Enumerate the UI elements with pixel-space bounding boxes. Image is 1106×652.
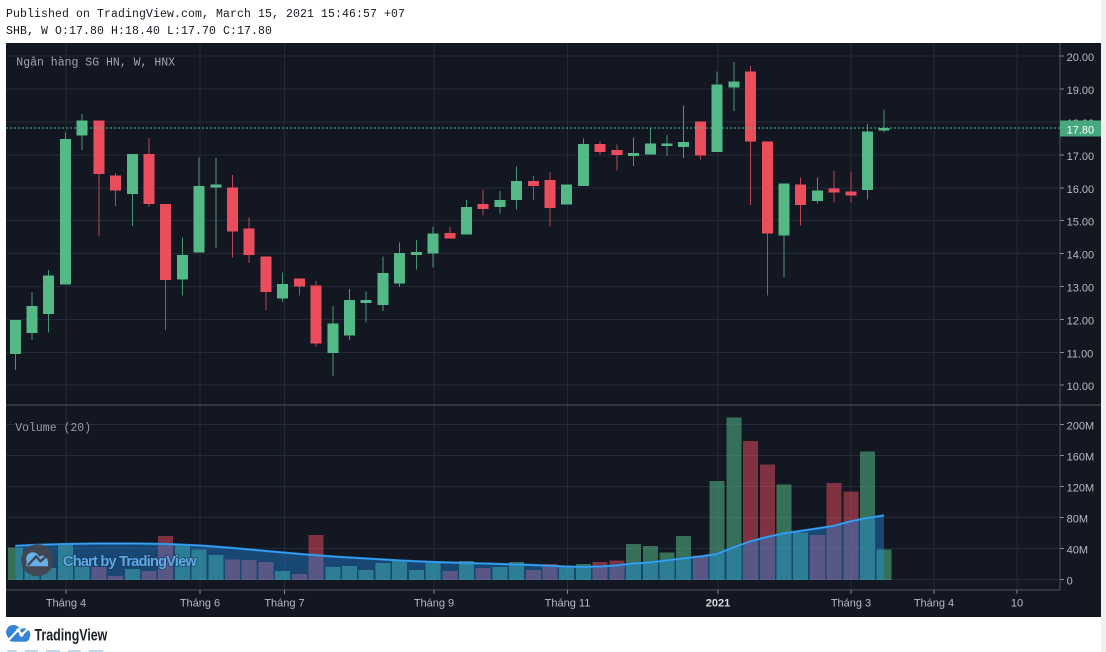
svg-text:0: 0 (1067, 575, 1073, 587)
svg-text:15.00: 15.00 (1067, 217, 1095, 229)
svg-text:Tháng 9: Tháng 9 (414, 597, 454, 609)
svg-text:13.00: 13.00 (1067, 283, 1095, 295)
svg-text:17.00: 17.00 (1067, 151, 1095, 163)
svg-text:80M: 80M (1067, 513, 1088, 525)
svg-text:12.00: 12.00 (1067, 315, 1095, 327)
svg-text:TradingView: TradingView (35, 627, 108, 645)
svg-text:Chart by TradingView: Chart by TradingView (63, 554, 197, 570)
svg-text:200M: 200M (1067, 420, 1095, 432)
svg-text:14.00: 14.00 (1067, 250, 1095, 262)
svg-text:Ngân hàng SG HN, W, HNX: Ngân hàng SG HN, W, HNX (16, 57, 175, 70)
svg-text:Tháng 7: Tháng 7 (264, 597, 304, 609)
svg-text:160M: 160M (1067, 451, 1095, 463)
svg-text:40M: 40M (1067, 544, 1088, 556)
svg-text:Tháng 4: Tháng 4 (46, 597, 86, 609)
svg-text:10: 10 (1011, 597, 1023, 609)
svg-text:17.80: 17.80 (1067, 124, 1095, 136)
svg-text:10.00: 10.00 (1067, 381, 1095, 393)
svg-text:19.00: 19.00 (1067, 85, 1095, 97)
svg-text:Tháng 6: Tháng 6 (180, 597, 220, 609)
svg-text:Tháng 11: Tháng 11 (545, 597, 591, 609)
svg-text:20.00: 20.00 (1067, 52, 1095, 64)
svg-text:Volume (20): Volume (20) (15, 422, 91, 435)
svg-text:120M: 120M (1067, 482, 1095, 494)
svg-text:2021: 2021 (706, 597, 730, 609)
svg-text:11.00: 11.00 (1067, 348, 1094, 360)
svg-text:Tháng 3: Tháng 3 (831, 597, 871, 609)
svg-text:16.00: 16.00 (1067, 184, 1095, 196)
svg-text:Tháng 4: Tháng 4 (914, 597, 954, 609)
